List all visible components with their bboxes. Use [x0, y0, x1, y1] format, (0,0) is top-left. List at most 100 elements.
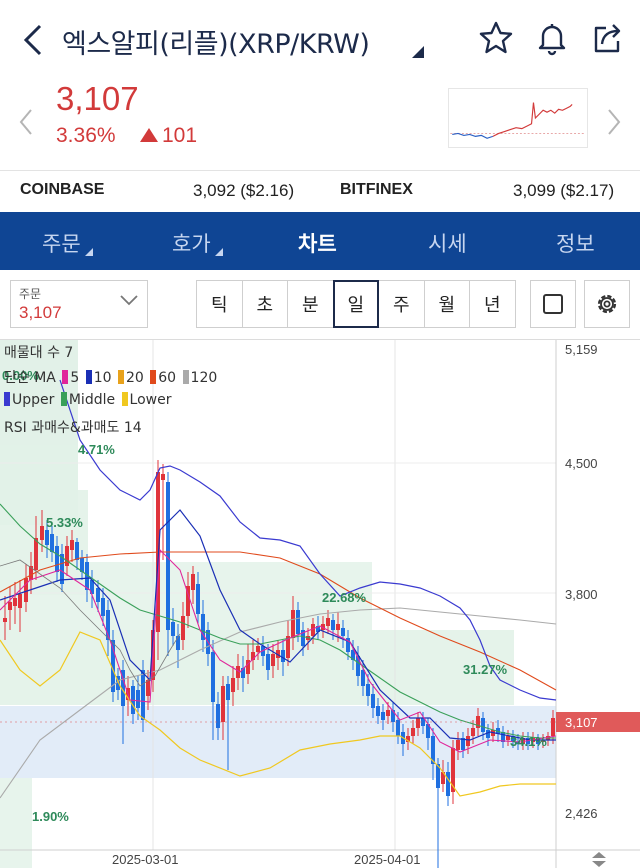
next-coin-icon[interactable]: [606, 108, 622, 136]
candle-down: [90, 580, 94, 594]
candle-up: [476, 716, 480, 728]
order-select-label: 주문: [19, 287, 42, 301]
candle-down: [486, 730, 490, 738]
exchange-name: COINBASE: [20, 181, 105, 198]
bollinger-upper-line: [59, 379, 557, 701]
period-selector: 틱 초 분 일 주 월 년: [196, 280, 516, 328]
candle-up: [411, 728, 415, 736]
candle-down: [331, 620, 335, 630]
legend-bb-label: Middle: [68, 392, 116, 408]
period-tick-button[interactable]: 틱: [196, 280, 243, 328]
dropdown-icon: [84, 248, 93, 256]
candle-down: [301, 630, 305, 646]
up-arrow-icon: [140, 128, 158, 142]
candle-up: [70, 540, 74, 550]
legend-swatch: [117, 370, 124, 384]
candle-up: [181, 616, 185, 640]
period-year-button[interactable]: 년: [469, 280, 516, 328]
legend-volume-profile: 매물대 수 7: [4, 345, 74, 361]
volume-profile-label: 34.1%: [510, 734, 547, 749]
legend-ma-label: 60: [158, 370, 177, 386]
candle-down: [536, 738, 540, 744]
candle-down: [481, 718, 485, 732]
candle-down: [75, 542, 79, 560]
current-price: 3,107: [56, 80, 139, 117]
legend-ma-prefix: 단순 MA: [4, 370, 56, 386]
period-day-button[interactable]: 일: [332, 280, 379, 328]
legend-swatch: [4, 392, 10, 406]
candle-up: [271, 654, 275, 666]
tab-info[interactable]: 정보: [556, 232, 595, 256]
order-select[interactable]: 주문 3,107: [10, 280, 148, 328]
candle-up: [291, 610, 295, 638]
prev-coin-icon[interactable]: [18, 108, 34, 136]
candle-up: [246, 660, 250, 674]
legend-swatch: [85, 370, 92, 384]
candle-down: [211, 652, 215, 702]
exchange-prices: COINBASE 3,092 ($2.16) BITFINEX 3,099 ($…: [0, 170, 640, 212]
tab-quotes[interactable]: 시세: [428, 232, 467, 256]
order-select-value: 3,107: [19, 303, 62, 322]
candle-down: [201, 614, 205, 640]
candle-up: [471, 728, 475, 736]
candle-up: [506, 736, 510, 740]
ma-thin-line: [0, 559, 181, 687]
share-icon[interactable]: [590, 20, 626, 56]
candle-down: [111, 640, 115, 692]
candle-up: [13, 598, 17, 606]
period-minute-button[interactable]: 분: [287, 280, 334, 328]
candle-down: [136, 690, 140, 708]
candle-down: [281, 650, 285, 662]
period-week-button[interactable]: 주: [378, 280, 425, 328]
candle-up: [311, 624, 315, 636]
candle-down: [361, 670, 365, 686]
fullscreen-button[interactable]: [530, 280, 576, 328]
legend-bollinger: Upper Middle Lower: [4, 392, 172, 408]
period-second-button[interactable]: 초: [241, 280, 288, 328]
chart-settings-button[interactable]: [584, 280, 630, 328]
candle-down: [96, 588, 100, 602]
candle-down: [45, 530, 49, 545]
candle-down: [511, 736, 515, 742]
candle-up: [161, 474, 165, 480]
chevron-left-icon[interactable]: [18, 20, 48, 60]
candle-up: [336, 624, 340, 630]
legend-bb-label: Upper: [12, 392, 55, 408]
chevron-down-icon: [120, 295, 138, 306]
candle-down: [421, 718, 425, 726]
sparkline-chart[interactable]: [448, 88, 588, 148]
volume-profile-label: 31.27%: [463, 662, 508, 677]
legend-ma: 단순 MA 5 10 20 60 120: [4, 367, 217, 387]
candle-up: [466, 736, 470, 746]
legend-ma-label: 10: [93, 370, 112, 386]
volume-profile-label: 22.68%: [322, 590, 367, 605]
candlestick-chart[interactable]: 0.00% 4.71% 5.33% 22.68% 31.27% 34.1% 1.90% 5,1…: [0, 340, 640, 868]
candle-up: [456, 740, 460, 750]
bell-icon[interactable]: [534, 20, 570, 56]
candle-up: [18, 594, 22, 608]
legend-swatch: [121, 392, 128, 406]
candle-down: [341, 628, 345, 636]
page-title[interactable]: 엑스알피(리플)(XRP/KRW): [62, 29, 370, 60]
tab-chart[interactable]: 차트: [298, 232, 337, 256]
price-chart[interactable]: 0.00% 4.71% 5.33% 22.68% 31.27% 34.1% 1.90% 5,1…: [0, 340, 640, 868]
legend-ma-label: 120: [190, 370, 218, 386]
ma-5-line: [0, 548, 557, 753]
candle-down: [60, 554, 64, 584]
star-outline-icon[interactable]: [478, 20, 514, 56]
period-month-button[interactable]: 월: [423, 280, 470, 328]
ma-120-line: [0, 607, 557, 799]
ma-60-line: [0, 551, 557, 691]
tab-order-label: 주문: [42, 232, 81, 256]
y-axis-tick: 5,159: [565, 342, 598, 357]
tab-order[interactable]: 주문: [42, 228, 93, 258]
volume-profile-label: 0.00%: [2, 368, 39, 383]
current-price-tag-label: 3,107: [565, 715, 598, 730]
candle-up: [146, 680, 150, 696]
candle-down: [50, 534, 54, 552]
title-dropdown-icon[interactable]: [412, 46, 424, 58]
x-axis-tick: 2025-04-01: [354, 852, 421, 867]
candle-down: [266, 654, 270, 670]
candle-up: [8, 602, 12, 610]
tab-orderbook[interactable]: 호가: [172, 228, 223, 258]
